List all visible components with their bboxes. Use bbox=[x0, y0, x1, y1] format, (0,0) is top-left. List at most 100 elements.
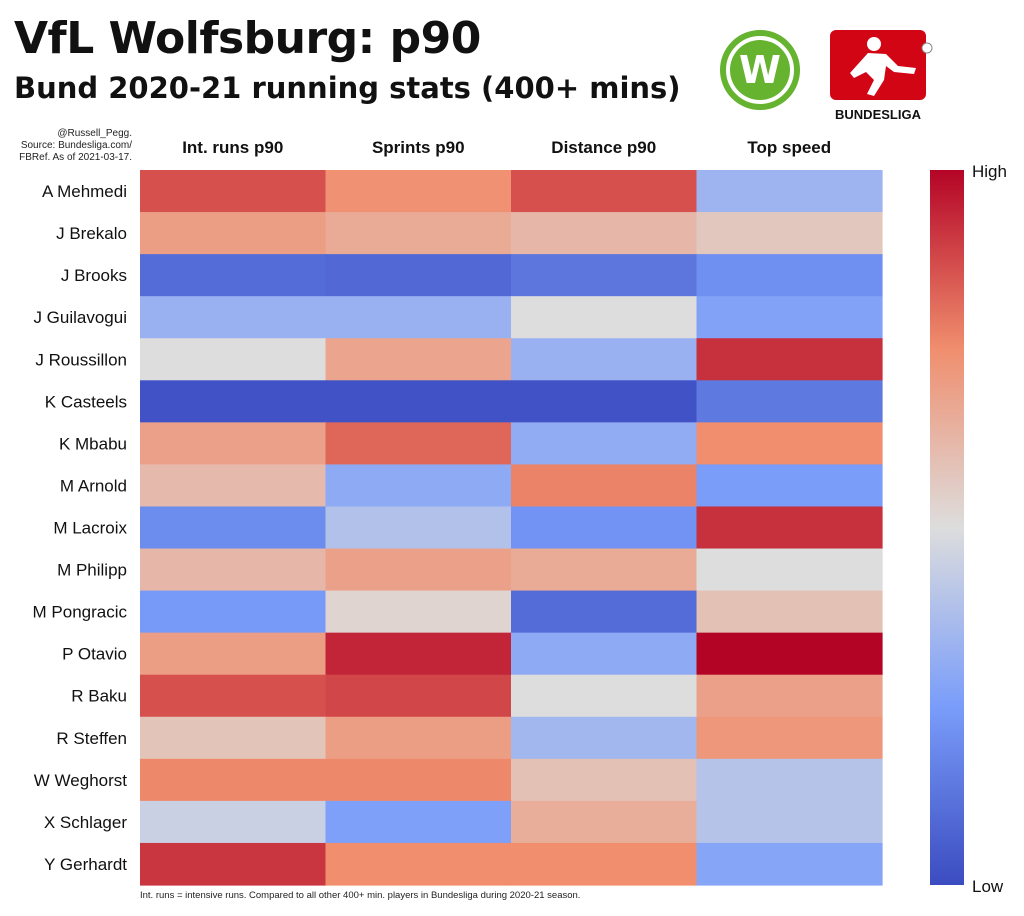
heatmap-cell bbox=[140, 590, 327, 634]
heatmap-cell bbox=[140, 170, 327, 213]
heatmap-cell bbox=[140, 296, 327, 339]
heatmap-cell bbox=[696, 464, 883, 508]
heatmap-cell bbox=[511, 674, 698, 718]
heatmap-cell bbox=[325, 338, 512, 381]
row-label: K Casteels bbox=[45, 392, 127, 411]
credit-line-date: FBRef. As of 2021-03-17. bbox=[19, 152, 132, 163]
heatmap-cell bbox=[140, 464, 327, 508]
heatmap-cell bbox=[696, 254, 883, 297]
heatmap-cell bbox=[696, 212, 883, 255]
heatmap-cell bbox=[325, 380, 512, 423]
heatmap-cell bbox=[325, 800, 512, 844]
bundesliga-logo: BUNDESLIGA bbox=[830, 30, 933, 122]
chart-subtitle: Bund 2020-21 running stats (400+ mins) bbox=[14, 71, 681, 105]
heatmap-cell bbox=[325, 548, 512, 592]
heatmap-cell bbox=[511, 422, 698, 466]
heatmap-cell bbox=[325, 254, 512, 297]
heatmap-cell bbox=[325, 422, 512, 466]
heatmap-cell bbox=[511, 758, 698, 802]
credit-line-source: Source: Bundesliga.com/ bbox=[20, 140, 132, 151]
heatmap-cell bbox=[511, 800, 698, 844]
column-header: Distance p90 bbox=[551, 138, 656, 157]
heatmap-cell bbox=[511, 590, 698, 634]
credit-line-author: @Russell_Pegg. bbox=[57, 128, 132, 139]
row-label: J Guilavogui bbox=[33, 308, 127, 327]
heatmap-cell bbox=[140, 800, 327, 844]
row-label: K Mbabu bbox=[59, 434, 127, 453]
row-label: W Weghorst bbox=[34, 771, 127, 790]
heatmap-cell bbox=[325, 212, 512, 255]
column-header: Top speed bbox=[747, 138, 831, 157]
heatmap-cell bbox=[696, 170, 883, 213]
bundesliga-wordmark: BUNDESLIGA bbox=[835, 107, 922, 122]
wolfsburg-logo: W bbox=[720, 30, 800, 110]
row-label: J Brekalo bbox=[56, 224, 127, 243]
heatmap-cell bbox=[511, 716, 698, 760]
heatmap-cell bbox=[325, 758, 512, 802]
row-label: M Lacroix bbox=[53, 519, 127, 538]
heatmap-cell bbox=[511, 548, 698, 592]
heatmap-cell bbox=[696, 758, 883, 802]
heatmap-cell bbox=[325, 674, 512, 718]
row-label: J Brooks bbox=[61, 266, 127, 285]
heatmap-cell bbox=[140, 380, 327, 423]
heatmap-cell bbox=[696, 338, 883, 381]
heatmap-cell bbox=[511, 464, 698, 508]
heatmap-cell bbox=[696, 422, 883, 466]
heatmap-cell bbox=[325, 170, 512, 213]
heatmap-cell bbox=[140, 338, 327, 381]
heatmap-cell bbox=[140, 842, 327, 886]
heatmap-cell bbox=[140, 632, 327, 676]
heatmap-cell bbox=[140, 674, 327, 718]
heatmap-cell bbox=[140, 716, 327, 760]
heatmap-cell bbox=[511, 338, 698, 381]
heatmap-cell bbox=[140, 548, 327, 592]
row-label: Y Gerhardt bbox=[44, 855, 127, 874]
column-header: Int. runs p90 bbox=[182, 138, 283, 157]
row-label: M Pongracic bbox=[33, 603, 128, 622]
heatmap-cell bbox=[325, 632, 512, 676]
heatmap-cell bbox=[696, 548, 883, 592]
row-label: M Arnold bbox=[60, 476, 127, 495]
heatmap-cell bbox=[511, 170, 698, 213]
credit-text: @Russell_Pegg. Source: Bundesliga.com/ F… bbox=[0, 128, 132, 164]
footnote: Int. runs = intensive runs. Compared to … bbox=[140, 890, 581, 901]
heatmap-cell bbox=[140, 422, 327, 466]
heatmap-cell bbox=[511, 380, 698, 423]
row-label: A Mehmedi bbox=[42, 182, 127, 201]
heatmap-cell bbox=[325, 506, 512, 550]
heatmap-cell bbox=[511, 632, 698, 676]
heatmap-cell bbox=[696, 674, 883, 718]
colorbar-low-label: Low bbox=[972, 877, 1004, 896]
colorbar bbox=[930, 170, 964, 885]
heatmap-cell bbox=[696, 296, 883, 339]
row-label: X Schlager bbox=[44, 813, 127, 832]
heatmap-cell bbox=[696, 506, 883, 550]
column-header: Sprints p90 bbox=[372, 138, 465, 157]
heatmap-cell bbox=[140, 758, 327, 802]
chart-title: VfL Wolfsburg: p90 bbox=[14, 13, 481, 64]
heatmap-cell bbox=[696, 800, 883, 844]
heatmap-cell bbox=[325, 464, 512, 508]
heatmap-cell bbox=[140, 254, 327, 297]
heatmap-cell bbox=[511, 842, 698, 886]
heatmap-cell bbox=[696, 842, 883, 886]
heatmap-cell bbox=[696, 716, 883, 760]
row-label: J Roussillon bbox=[35, 350, 127, 369]
heatmap-cell bbox=[325, 590, 512, 634]
colorbar-high-label: High bbox=[972, 162, 1007, 181]
heatmap-cell bbox=[140, 212, 327, 255]
heatmap-cell bbox=[511, 296, 698, 339]
row-label: P Otavio bbox=[62, 645, 127, 664]
heatmap-cell bbox=[325, 842, 512, 886]
heatmap-cell bbox=[696, 632, 883, 676]
heatmap-cell bbox=[511, 254, 698, 297]
row-label: R Baku bbox=[71, 687, 127, 706]
heatmap-cell bbox=[696, 590, 883, 634]
heatmap-cell bbox=[325, 296, 512, 339]
row-label: R Steffen bbox=[56, 729, 127, 748]
heatmap-cell bbox=[696, 380, 883, 423]
heatmap-cell bbox=[511, 506, 698, 550]
heatmap-cell bbox=[325, 716, 512, 760]
